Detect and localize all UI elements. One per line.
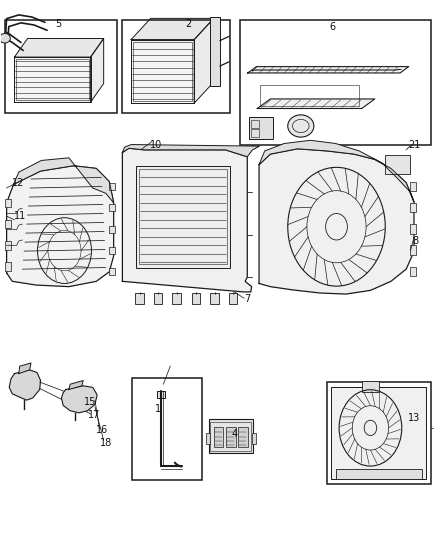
Text: 8: 8 — [413, 236, 419, 246]
Bar — [191, 293, 200, 304]
Bar — [252, 433, 255, 443]
Bar — [210, 422, 251, 451]
Bar — [385, 155, 410, 174]
Bar — [208, 419, 253, 453]
Polygon shape — [248, 67, 409, 73]
Polygon shape — [259, 149, 414, 294]
Text: 15: 15 — [85, 397, 97, 407]
Bar — [110, 205, 115, 212]
Bar — [362, 381, 379, 392]
Bar — [214, 426, 223, 447]
Bar — [110, 225, 115, 232]
Text: 4: 4 — [231, 429, 237, 439]
Text: 18: 18 — [100, 438, 112, 448]
Bar — [210, 293, 219, 304]
Text: 2: 2 — [185, 19, 192, 29]
Polygon shape — [69, 381, 83, 390]
Bar — [327, 382, 431, 484]
Bar — [331, 387, 426, 479]
Text: 17: 17 — [88, 410, 100, 420]
Polygon shape — [14, 57, 91, 102]
Bar — [110, 247, 115, 254]
Bar — [157, 391, 165, 398]
Bar — [410, 182, 416, 191]
Polygon shape — [7, 166, 114, 287]
Polygon shape — [259, 140, 414, 202]
Bar — [136, 166, 230, 268]
Text: 7: 7 — [244, 294, 251, 304]
Bar — [139, 169, 227, 264]
Bar — [210, 17, 220, 86]
Bar — [251, 119, 259, 127]
Ellipse shape — [288, 115, 314, 137]
Polygon shape — [257, 99, 375, 109]
Bar — [122, 20, 230, 113]
Ellipse shape — [0, 34, 11, 43]
Polygon shape — [19, 363, 31, 374]
Bar — [110, 268, 115, 275]
Polygon shape — [91, 38, 104, 102]
Bar — [226, 426, 236, 447]
Bar — [251, 128, 259, 136]
Bar — [135, 293, 144, 304]
Bar — [240, 20, 431, 144]
Text: 6: 6 — [329, 22, 335, 32]
Polygon shape — [14, 158, 114, 203]
Bar — [249, 117, 272, 139]
Bar — [229, 293, 237, 304]
Bar — [5, 241, 11, 249]
Text: 10: 10 — [150, 140, 162, 150]
Bar — [410, 203, 416, 213]
Text: 16: 16 — [96, 425, 109, 435]
Polygon shape — [14, 38, 104, 57]
Bar — [260, 85, 359, 107]
Bar — [410, 266, 416, 276]
Polygon shape — [122, 148, 252, 292]
Bar — [16, 59, 89, 100]
Polygon shape — [131, 18, 214, 39]
Polygon shape — [122, 144, 259, 157]
Polygon shape — [131, 39, 194, 103]
Bar — [336, 469, 422, 479]
Bar — [5, 20, 117, 113]
Text: 11: 11 — [14, 211, 26, 221]
Bar — [110, 183, 115, 190]
Text: 21: 21 — [408, 140, 420, 150]
Bar — [206, 433, 210, 443]
Polygon shape — [9, 370, 41, 400]
Bar — [5, 220, 11, 228]
Bar — [410, 224, 416, 233]
Bar — [133, 42, 192, 101]
Text: 13: 13 — [408, 413, 420, 423]
Text: 12: 12 — [12, 177, 24, 188]
Bar — [5, 262, 11, 271]
Polygon shape — [194, 18, 214, 103]
Bar — [154, 293, 162, 304]
Bar — [5, 199, 11, 207]
Bar — [238, 426, 248, 447]
Text: 1: 1 — [155, 403, 161, 414]
Polygon shape — [61, 386, 97, 413]
Bar — [410, 245, 416, 255]
Text: 5: 5 — [55, 19, 61, 29]
Bar — [132, 378, 201, 480]
Bar — [173, 293, 181, 304]
